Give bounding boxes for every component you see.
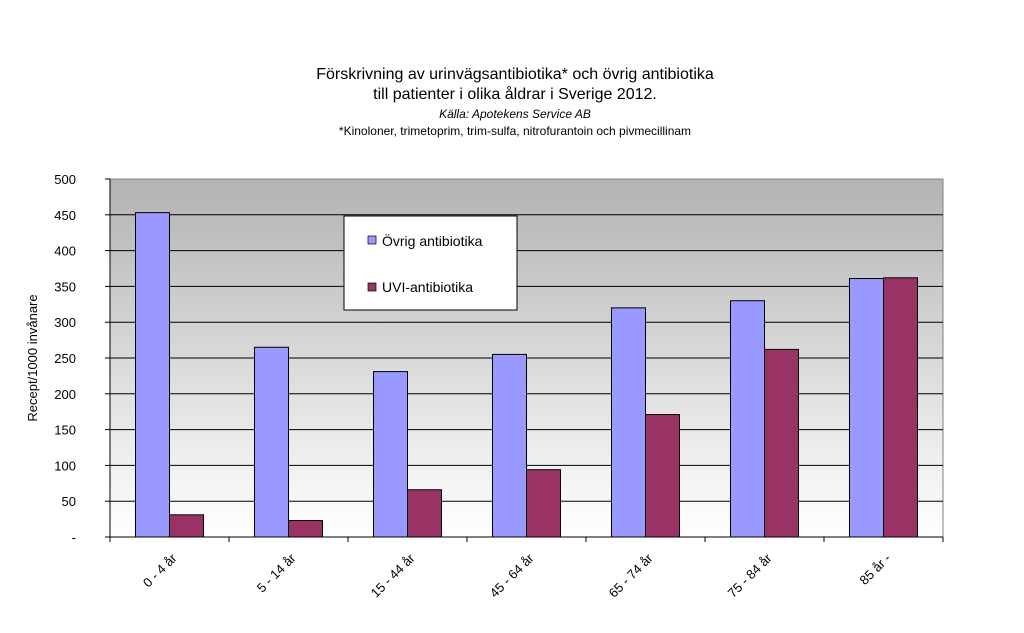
y-tick-label: 300 — [54, 315, 76, 330]
bar-uvi — [645, 414, 680, 538]
bar-ovrig — [611, 307, 646, 538]
bar-ovrig — [849, 278, 884, 538]
y-tick-label: 500 — [54, 172, 76, 187]
y-tick-label: 100 — [54, 458, 76, 473]
chart-footnote: *Kinoloner, trimetoprim, trim-sulfa, nit… — [339, 124, 691, 138]
y-tick-label: 450 — [54, 208, 76, 223]
legend-swatch-ovrig — [367, 235, 377, 245]
x-tick-label: 75 - 84 år — [725, 550, 775, 600]
legend-label-uvi: UVI-antibiotika — [382, 279, 473, 295]
chart-title-line-1: Förskrivning av urinvägsantibiotika* och… — [316, 66, 714, 83]
bar-uvi — [526, 469, 561, 538]
y-axis-ticks: - 50 100 150 200 250 300 350 400 450 500 — [54, 172, 110, 545]
x-tick-label: 65 - 74 år — [606, 550, 656, 600]
bar-ovrig — [373, 371, 408, 538]
bar-ovrig — [492, 353, 527, 538]
bar-ovrig — [254, 346, 289, 538]
legend-label-ovrig: Övrig antibiotika — [382, 232, 483, 249]
legend: Övrig antibiotika UVI-antibiotika — [343, 215, 518, 311]
bar-uvi — [883, 277, 918, 538]
gridlines — [110, 214, 943, 502]
legend-swatch-uvi — [367, 282, 377, 292]
bar-uvi — [764, 348, 799, 538]
y-tick-label: 50 — [62, 494, 76, 509]
x-tick-label: 0 - 4 år — [140, 550, 180, 590]
chart-title-line-2: till patienter i olika åldrar i Sverige … — [373, 85, 657, 103]
chart-source: Källa: Apotekens Service AB — [439, 107, 591, 121]
x-tick-label: 15 - 44 år — [368, 550, 418, 600]
x-tick-label: 45 - 64 år — [487, 550, 537, 600]
y-tick-label: - — [72, 530, 76, 545]
bar-ovrig — [730, 300, 765, 538]
bar-uvi — [288, 520, 323, 538]
bar-uvi — [169, 514, 204, 538]
y-axis-label: Recept/1000 invånare — [25, 294, 40, 421]
y-tick-label: 350 — [54, 279, 76, 294]
x-tick-label: 5 - 14 år — [254, 550, 299, 595]
bar-ovrig — [135, 212, 170, 538]
bars — [135, 212, 918, 538]
x-axis-ticks: 0 - 4 år 5 - 14 år 15 - 44 år 45 - 64 år 65 … — [109, 537, 944, 600]
y-tick-label: 200 — [54, 387, 76, 402]
x-tick-label: 85 år - — [856, 551, 893, 588]
bar-uvi — [407, 489, 442, 538]
y-tick-label: 400 — [54, 244, 76, 259]
y-tick-label: 250 — [54, 351, 76, 366]
y-tick-label: 150 — [54, 423, 76, 438]
